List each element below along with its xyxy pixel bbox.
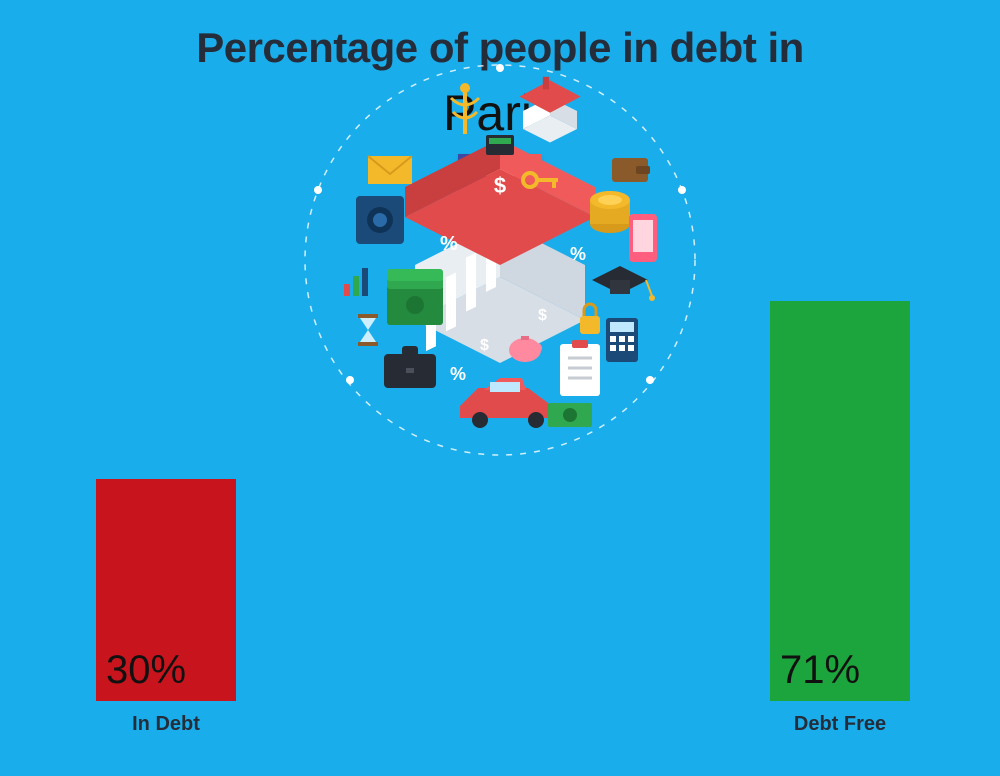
svg-text:$: $ [480, 337, 489, 354]
svg-text:%: % [450, 364, 466, 384]
bar-debt-free-rect: 71% [770, 301, 910, 701]
bar-debt-free-label: Debt Free [770, 713, 910, 736]
bar-debt-free-value: 71% [780, 648, 860, 693]
bar-in-debt: 30% In Debt [96, 479, 236, 736]
bar-in-debt-label: In Debt [96, 713, 236, 736]
bar-in-debt-value: 30% [106, 648, 186, 693]
bar-debt-free: 71% Debt Free [770, 301, 910, 736]
finance-illustration: $ [290, 50, 710, 470]
svg-text:$: $ [538, 307, 547, 324]
svg-text:$: $ [494, 173, 506, 198]
bar-in-debt-rect: 30% [96, 479, 236, 701]
svg-text:%: % [440, 233, 458, 255]
svg-text:%: % [570, 244, 586, 264]
